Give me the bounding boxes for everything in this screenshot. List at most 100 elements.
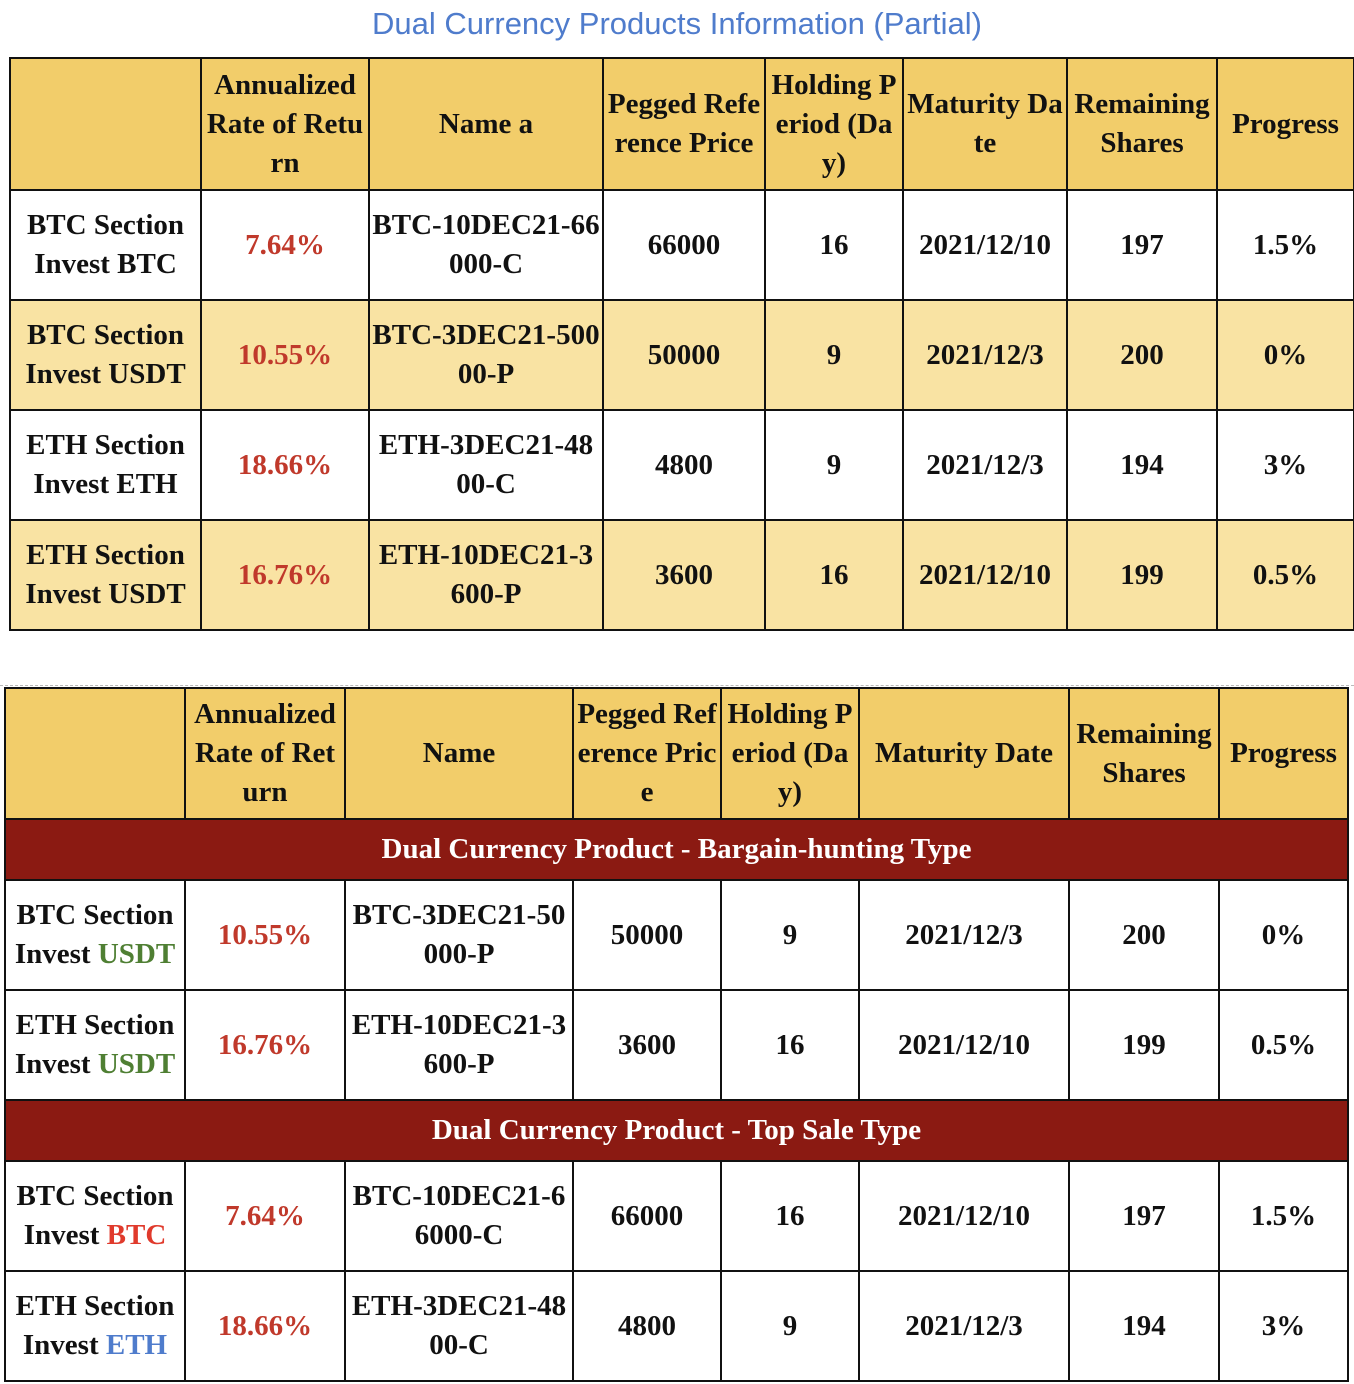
- shares-cell: 197: [1066, 189, 1218, 301]
- header-shares: Remaining Shares: [1068, 687, 1220, 820]
- table-row: BTC Section Invest USDT 10.55% BTC-3DEC21…: [9, 299, 1354, 411]
- table-header-row: Annualized Rate of Return Name a Pegged …: [9, 57, 1354, 191]
- maturity-cell: 2021/12/10: [902, 519, 1068, 631]
- header-empty: [4, 687, 186, 820]
- header-price: Pegged Reference Price: [572, 687, 722, 820]
- group-band-top-sale: Dual Currency Product - Top Sale Type: [4, 1099, 1349, 1162]
- product-name-cell: BTC-3DEC21-50000-P: [344, 879, 574, 991]
- rate-cell: 10.55%: [200, 299, 370, 411]
- price-cell: 50000: [572, 879, 722, 991]
- shares-cell: 194: [1066, 409, 1218, 521]
- header-progress: Progress: [1218, 687, 1349, 820]
- progress-cell: 0.5%: [1216, 519, 1354, 631]
- section-cell: ETH Section Invest ETH: [9, 409, 202, 521]
- period-cell: 9: [764, 299, 904, 411]
- shares-cell: 200: [1066, 299, 1218, 411]
- period-cell: 16: [720, 989, 860, 1101]
- group-band-bargain-hunting: Dual Currency Product - Bargain-hunting …: [4, 818, 1349, 881]
- section-cell: BTC Section Invest BTC: [9, 189, 202, 301]
- group-title: Dual Currency Product - Top Sale Type: [4, 1099, 1349, 1162]
- table-row: ETH Section Invest USDT 16.76% ETH-10DEC2…: [9, 519, 1354, 631]
- table-row: BTC Section Invest USDT 10.55% BTC-3DEC21…: [4, 879, 1349, 991]
- table-row: ETH Section Invest ETH 18.66% ETH-3DEC21-…: [4, 1270, 1349, 1382]
- maturity-cell: 2021/12/3: [858, 879, 1070, 991]
- progress-cell: 0.5%: [1218, 989, 1349, 1101]
- header-maturity: Maturity Date: [902, 57, 1068, 191]
- period-cell: 16: [720, 1160, 860, 1272]
- maturity-cell: 2021/12/10: [858, 1160, 1070, 1272]
- coin-label: USDT: [97, 938, 176, 970]
- coin-label: ETH: [105, 1329, 168, 1361]
- price-cell: 50000: [602, 299, 766, 411]
- rate-cell: 16.76%: [184, 989, 346, 1101]
- section-cell: BTC Section Invest BTC: [4, 1160, 186, 1272]
- price-cell: 3600: [602, 519, 766, 631]
- period-cell: 9: [720, 1270, 860, 1382]
- rate-cell: 18.66%: [200, 409, 370, 521]
- header-name: Name: [344, 687, 574, 820]
- rate-cell: 18.66%: [184, 1270, 346, 1382]
- progress-cell: 3%: [1218, 1270, 1349, 1382]
- products-table-by-type: Annualized Rate of Return Name Pegged Re…: [4, 687, 1349, 1382]
- section-cell: BTC Section Invest USDT: [4, 879, 186, 991]
- progress-cell: 0%: [1218, 879, 1349, 991]
- shares-cell: 197: [1068, 1160, 1220, 1272]
- maturity-cell: 2021/12/10: [902, 189, 1068, 301]
- maturity-cell: 2021/12/3: [858, 1270, 1070, 1382]
- period-cell: 16: [764, 189, 904, 301]
- header-progress: Progress: [1216, 57, 1354, 191]
- products-table-partial: Annualized Rate of Return Name a Pegged …: [9, 57, 1354, 631]
- table-row: ETH Section Invest ETH 18.66% ETH-3DEC21-…: [9, 409, 1354, 521]
- price-cell: 66000: [602, 189, 766, 301]
- table-row: ETH Section Invest USDT 16.76% ETH-10DEC2…: [4, 989, 1349, 1101]
- rate-cell: 7.64%: [200, 189, 370, 301]
- shares-cell: 194: [1068, 1270, 1220, 1382]
- product-name-cell: BTC-10DEC21-66000-C: [368, 189, 604, 301]
- section-cell: ETH Section Invest ETH: [4, 1270, 186, 1382]
- table-row: BTC Section Invest BTC 7.64% BTC-10DEC21-…: [9, 189, 1354, 301]
- section-cell: ETH Section Invest USDT: [9, 519, 202, 631]
- divider: [0, 685, 1354, 686]
- table-header-row: Annualized Rate of Return Name Pegged Re…: [4, 687, 1349, 820]
- page-title: Dual Currency Products Information (Part…: [372, 6, 982, 41]
- header-name: Name a: [368, 57, 604, 191]
- header-price: Pegged Reference Price: [602, 57, 766, 191]
- header-rate: Annualized Rate of Return: [184, 687, 346, 820]
- header-period: Holding Period (Day): [720, 687, 860, 820]
- product-name-cell: ETH-10DEC21-3600-P: [344, 989, 574, 1101]
- product-name-cell: ETH-3DEC21-4800-C: [344, 1270, 574, 1382]
- header-period: Holding Period (Day): [764, 57, 904, 191]
- header-shares: Remaining Shares: [1066, 57, 1218, 191]
- product-name-cell: ETH-3DEC21-4800-C: [368, 409, 604, 521]
- rate-cell: 7.64%: [184, 1160, 346, 1272]
- group-title: Dual Currency Product - Bargain-hunting …: [4, 818, 1349, 881]
- coin-label: BTC: [106, 1219, 167, 1251]
- header-empty: [9, 57, 202, 191]
- progress-cell: 1.5%: [1218, 1160, 1349, 1272]
- table-row: BTC Section Invest BTC 7.64% BTC-10DEC21-…: [4, 1160, 1349, 1272]
- maturity-cell: 2021/12/10: [858, 989, 1070, 1101]
- price-cell: 4800: [572, 1270, 722, 1382]
- product-name-cell: BTC-3DEC21-50000-P: [368, 299, 604, 411]
- shares-cell: 200: [1068, 879, 1220, 991]
- section-cell: BTC Section Invest USDT: [9, 299, 202, 411]
- product-name-cell: BTC-10DEC21-66000-C: [344, 1160, 574, 1272]
- rate-cell: 10.55%: [184, 879, 346, 991]
- price-cell: 66000: [572, 1160, 722, 1272]
- product-name-cell: ETH-10DEC21-3600-P: [368, 519, 604, 631]
- rate-cell: 16.76%: [200, 519, 370, 631]
- coin-label: USDT: [97, 1048, 176, 1080]
- progress-cell: 0%: [1216, 299, 1354, 411]
- maturity-cell: 2021/12/3: [902, 409, 1068, 521]
- shares-cell: 199: [1066, 519, 1218, 631]
- maturity-cell: 2021/12/3: [902, 299, 1068, 411]
- section-cell: ETH Section Invest USDT: [4, 989, 186, 1101]
- header-rate: Annualized Rate of Return: [200, 57, 370, 191]
- progress-cell: 1.5%: [1216, 189, 1354, 301]
- header-maturity: Maturity Date: [858, 687, 1070, 820]
- progress-cell: 3%: [1216, 409, 1354, 521]
- period-cell: 16: [764, 519, 904, 631]
- price-cell: 3600: [572, 989, 722, 1101]
- shares-cell: 199: [1068, 989, 1220, 1101]
- price-cell: 4800: [602, 409, 766, 521]
